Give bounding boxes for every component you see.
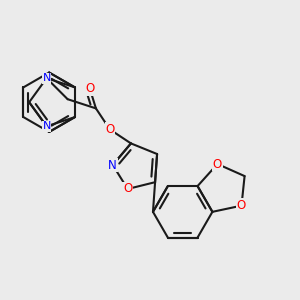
Text: O: O — [85, 82, 94, 95]
Text: O: O — [123, 182, 132, 196]
Text: N: N — [42, 121, 51, 131]
Text: O: O — [213, 158, 222, 170]
Text: N: N — [42, 73, 51, 83]
Text: N: N — [108, 158, 117, 172]
Text: O: O — [237, 199, 246, 212]
Text: O: O — [105, 123, 115, 136]
